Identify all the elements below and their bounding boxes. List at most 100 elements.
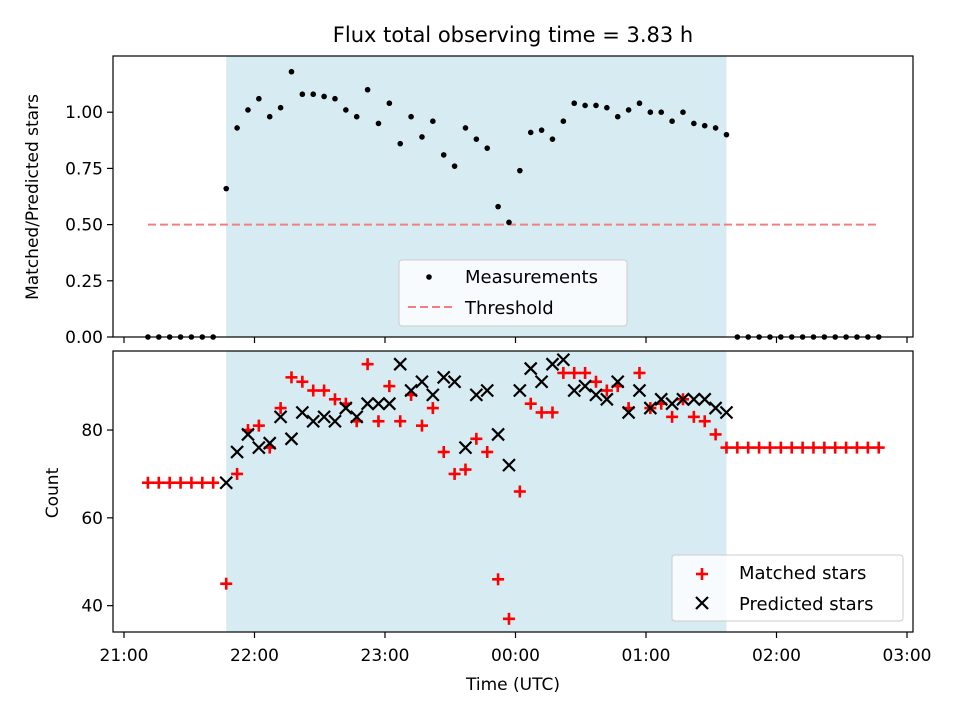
bottom-xtick-label: 00:00: [491, 646, 540, 666]
matched-star-point: [174, 476, 187, 489]
predicted-star-point: [447, 374, 462, 389]
matched-star-point: [481, 445, 494, 458]
measurement-point: [495, 203, 501, 210]
measurement-point: [484, 145, 491, 151]
predicted-star-point: [317, 410, 331, 424]
predicted-star-point: [252, 440, 266, 455]
matched-star-point: [252, 419, 265, 432]
matched-star-point: [426, 402, 439, 415]
matched-star-point: [709, 428, 722, 441]
matched-star-point: [307, 384, 320, 397]
matched-star-point: [698, 415, 711, 428]
measurement-point: [560, 118, 567, 124]
matched-star-point: [361, 358, 374, 371]
predicted-star-point: [654, 392, 669, 407]
matched-star-point: [807, 441, 820, 454]
bottom-plot-frame: [112, 350, 914, 633]
predicted-star-point: [556, 353, 571, 367]
bottom-y-axis-label: Count: [43, 467, 63, 518]
top-ytick-label: 0.00: [65, 328, 103, 348]
measurement-point: [582, 102, 588, 109]
matched-star-point: [459, 463, 472, 476]
top-y-axis-ticks: 0.00 0.25 0.50 0.75 1.00: [65, 103, 113, 348]
matched-star-point: [383, 380, 396, 393]
measurement-point: [625, 107, 632, 113]
bottom-legend: Matched stars Predicted stars: [671, 554, 904, 622]
top-chart-title: Flux total observing time = 3.83 h: [333, 23, 693, 47]
measurement-point: [691, 120, 697, 127]
matched-star-point: [502, 612, 515, 625]
matched-star-point: [568, 366, 581, 379]
measurement-point: [451, 163, 458, 169]
predicted-stars-points: [219, 353, 734, 490]
top-legend: Measurements Threshold: [398, 259, 628, 327]
predicted-star-point: [567, 383, 582, 398]
predicted-star-point: [643, 401, 658, 415]
matched-star-point: [861, 441, 874, 454]
matched-star-point: [557, 366, 570, 379]
predicted-star-point: [339, 401, 353, 415]
predicted-star-point: [382, 396, 397, 411]
legend-measurements-marker: [426, 274, 432, 280]
matched-star-point: [774, 441, 787, 454]
matched-star-point: [589, 375, 602, 388]
bottom-y-axis-ticks: 40 60 80: [81, 421, 113, 617]
bottom-x-axis-ticks: 21:00 22:00 23:00 00:00 01:00 02:00 03:00: [100, 632, 932, 666]
measurement-point: [266, 113, 273, 120]
matched-star-point: [415, 419, 428, 432]
matched-star-point: [141, 476, 154, 489]
measurement-point: [517, 167, 523, 174]
predicted-star-point: [610, 374, 625, 389]
matched-star-point: [535, 406, 548, 419]
top-ytick-label: 0.75: [65, 159, 103, 179]
measurement-point: [375, 120, 382, 127]
predicted-star-point: [306, 414, 321, 429]
measurement-point: [419, 134, 425, 140]
measurement-point: [310, 91, 317, 98]
measurement-point: [234, 125, 240, 131]
bottom-legend-box: [671, 554, 904, 622]
predicted-star-point: [295, 405, 310, 420]
matched-star-point: [731, 441, 744, 454]
matched-star-point: [753, 441, 766, 454]
measurement-point: [723, 131, 730, 138]
top-plot-frame: [112, 55, 914, 338]
measurement-point: [223, 185, 230, 192]
matched-star-point: [818, 441, 831, 454]
matched-star-point: [785, 441, 798, 454]
bottom-xtick-label: 23:00: [361, 646, 410, 666]
matched-star-point: [185, 476, 198, 489]
measurement-point: [397, 140, 404, 147]
predicted-star-point: [665, 396, 679, 411]
predicted-star-point: [480, 383, 495, 398]
predicted-star-point: [708, 401, 723, 415]
matched-star-point: [763, 441, 776, 454]
predicted-star-point: [415, 374, 429, 389]
measurement-point: [658, 109, 665, 115]
matched-star-point: [872, 441, 885, 454]
matched-star-point: [196, 476, 209, 489]
legend-threshold-label: Threshold: [464, 298, 554, 319]
predicted-star-point: [502, 458, 516, 472]
measurement-point: [408, 113, 414, 120]
matched-star-point: [742, 441, 755, 454]
measurement-point: [614, 113, 621, 120]
measurement-point: [604, 104, 610, 111]
measurement-point: [353, 113, 360, 120]
matched-star-point: [850, 441, 863, 454]
predicted-star-point: [719, 405, 734, 420]
predicted-star-point: [578, 379, 592, 393]
predicted-star-point: [241, 427, 255, 442]
matched-star-point: [274, 402, 287, 415]
bottom-ytick-label: 80: [81, 421, 103, 441]
predicted-star-point: [545, 357, 560, 371]
measurement-point: [506, 219, 512, 226]
measurement-point: [669, 118, 675, 124]
matched-star-point: [394, 415, 407, 428]
measurement-point: [256, 95, 262, 102]
measurement-point: [343, 107, 349, 113]
predicted-star-point: [676, 392, 690, 407]
measurement-point: [538, 127, 545, 133]
measurement-point: [593, 102, 599, 109]
